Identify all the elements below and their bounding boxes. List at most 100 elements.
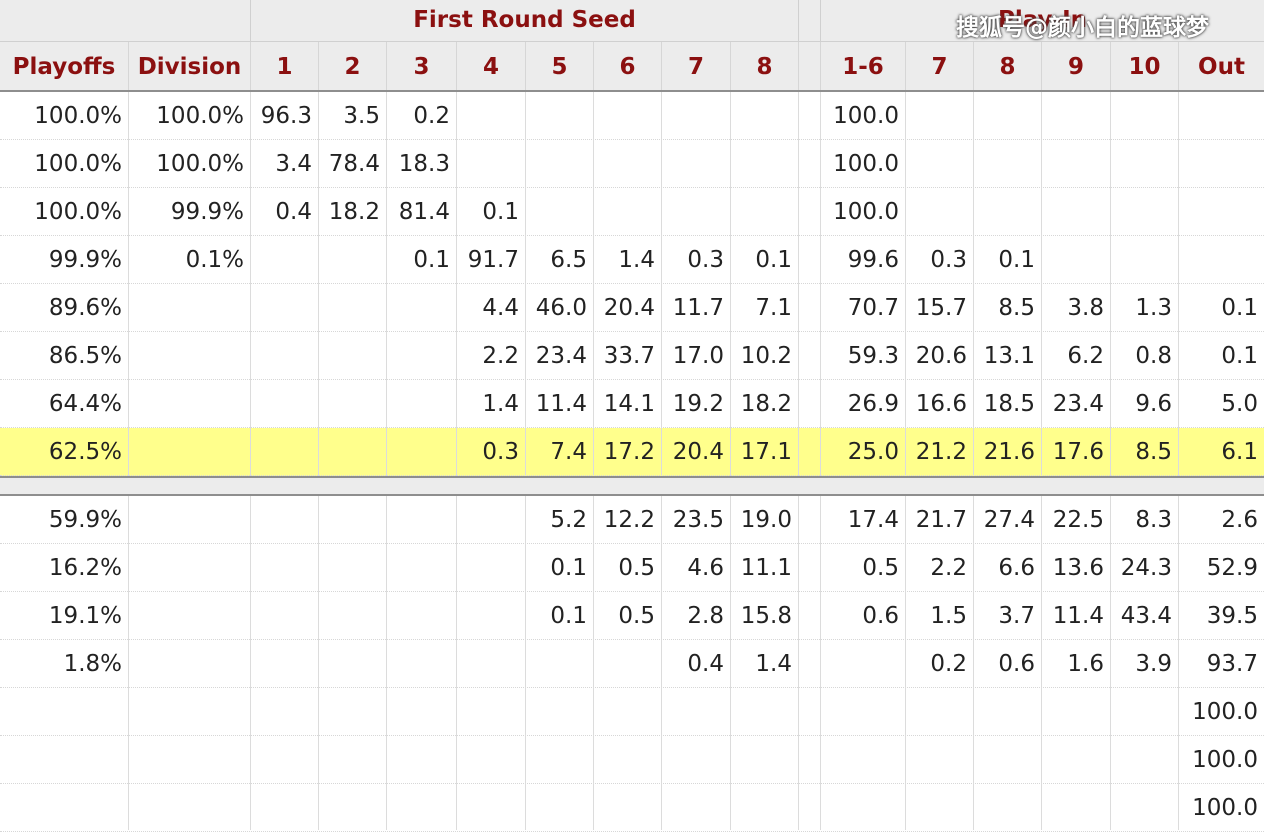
table-cell: 0.1 xyxy=(550,555,587,581)
table-cell xyxy=(661,736,730,784)
table-cell xyxy=(525,736,593,784)
table-cell: 59.9% xyxy=(48,507,122,533)
table-cell: 0.1 xyxy=(482,199,519,225)
table-cell: 21.7 xyxy=(915,507,967,533)
table-cell xyxy=(798,496,820,544)
table-cell xyxy=(456,92,525,140)
table-cell: 5.2 xyxy=(550,507,587,533)
column-header xyxy=(798,42,820,92)
table-cell: 39.5 xyxy=(1206,603,1258,629)
table-cell: 18.5 xyxy=(983,391,1035,417)
table-cell xyxy=(386,736,456,784)
table-cell xyxy=(386,688,456,736)
separator-line xyxy=(0,494,1264,496)
table-row: 100.0% 99.9% 0.4 18.2 81.4 0.1 100.0 xyxy=(0,188,1264,236)
table-cell xyxy=(798,688,820,736)
table-cell xyxy=(905,140,973,188)
table-cell: 0.1 xyxy=(550,603,587,629)
table-cell xyxy=(128,688,250,736)
column-divider xyxy=(661,92,662,476)
table-cell: 1.8% xyxy=(63,651,122,677)
table-row: 19.1% 0.1 0.5 2.8 15.8 0.6 1.5 3.7 11.4 43.4 39.5 xyxy=(0,592,1264,640)
table-cell xyxy=(456,544,525,592)
table-cell xyxy=(318,284,386,332)
column-header: 2 xyxy=(318,42,386,92)
table-cell xyxy=(128,496,250,544)
table-cell xyxy=(798,736,820,784)
table-cell: 12.2 xyxy=(603,507,655,533)
group-header-blank xyxy=(798,0,820,42)
table-cell: 100.0% xyxy=(34,103,122,129)
table-cell: 0.2 xyxy=(413,103,450,129)
separator-line xyxy=(0,476,1264,478)
column-divider xyxy=(318,92,319,476)
column-divider xyxy=(1178,496,1179,830)
table-cell: 0.1 xyxy=(755,247,792,273)
table-cell xyxy=(250,640,318,688)
table-cell: 22.5 xyxy=(1052,507,1104,533)
table-cell: 33.7 xyxy=(603,343,655,369)
column-divider xyxy=(593,496,594,830)
table-cell xyxy=(798,544,820,592)
table-cell xyxy=(456,784,525,832)
table-cell: 0.1 xyxy=(1221,343,1258,369)
table-cell xyxy=(973,784,1041,832)
column-divider xyxy=(1041,92,1042,476)
table-cell: 0.3 xyxy=(687,247,724,273)
column-header: 1-6 xyxy=(820,42,905,92)
table-cell: 8.3 xyxy=(1135,507,1172,533)
table-cell xyxy=(456,496,525,544)
column-header: Out xyxy=(1178,42,1264,92)
table-cell xyxy=(661,92,730,140)
table-cell xyxy=(1110,236,1178,284)
table-cell: 13.6 xyxy=(1052,555,1104,581)
table-cell xyxy=(318,784,386,832)
table-cell xyxy=(973,140,1041,188)
column-header: 8 xyxy=(973,42,1041,92)
table-cell: 1.5 xyxy=(930,603,967,629)
table-cell: 99.9% xyxy=(48,247,122,273)
column-divider xyxy=(525,92,526,476)
table-cell: 96.3 xyxy=(260,103,312,129)
table-cell xyxy=(973,92,1041,140)
column-divider xyxy=(456,496,457,830)
table-cell xyxy=(250,784,318,832)
first-round-seed-header: First Round Seed xyxy=(250,0,798,42)
table-cell: 100.0 xyxy=(833,103,899,129)
table-cell: 0.8 xyxy=(1135,343,1172,369)
table-cell xyxy=(593,92,661,140)
table-cell xyxy=(798,784,820,832)
table-cell xyxy=(593,140,661,188)
table-cell xyxy=(128,544,250,592)
table-cell xyxy=(798,380,820,428)
table-cell xyxy=(386,496,456,544)
table-cell: 20.4 xyxy=(672,439,724,465)
table-cell xyxy=(250,284,318,332)
table-row: 16.2% 0.1 0.5 4.6 11.1 0.5 2.2 6.6 13.6 24.3 52.9 xyxy=(0,544,1264,592)
table-cell xyxy=(128,640,250,688)
table-cell xyxy=(661,188,730,236)
table-cell: 21.6 xyxy=(983,439,1035,465)
table-cell xyxy=(730,188,798,236)
table-cell: 20.4 xyxy=(603,295,655,321)
table-cell: 100.0% xyxy=(156,151,244,177)
table-cell xyxy=(798,284,820,332)
table-cell: 0.3 xyxy=(930,247,967,273)
table-cell: 100.0% xyxy=(34,199,122,225)
column-divider xyxy=(798,496,799,830)
table-cell xyxy=(456,640,525,688)
table-cell: 0.5 xyxy=(618,555,655,581)
table-cell: 17.0 xyxy=(672,343,724,369)
table-cell: 4.6 xyxy=(687,555,724,581)
table-cell: 19.2 xyxy=(672,391,724,417)
table-cell: 19.1% xyxy=(48,603,122,629)
table-cell: 3.9 xyxy=(1135,651,1172,677)
table-cell: 6.1 xyxy=(1221,439,1258,465)
table-cell xyxy=(318,496,386,544)
table-cell xyxy=(525,784,593,832)
table-cell xyxy=(1110,140,1178,188)
table-cell: 93.7 xyxy=(1206,651,1258,677)
table-cell xyxy=(386,284,456,332)
table-cell xyxy=(318,428,386,476)
